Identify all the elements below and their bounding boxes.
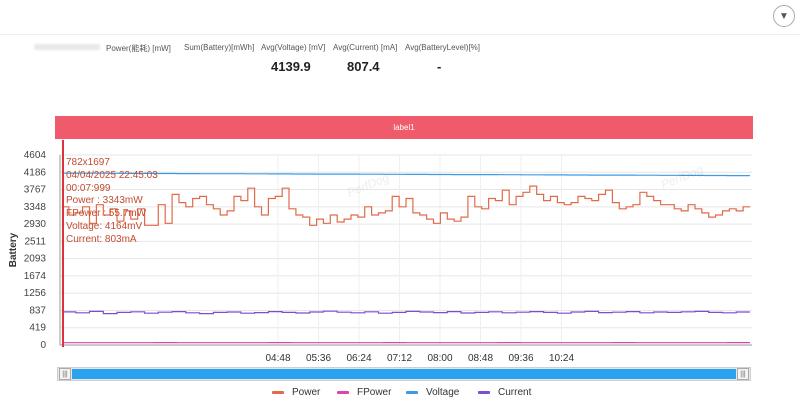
- y-tick-label: 2511: [24, 236, 46, 247]
- series-line-voltage: [62, 172, 750, 177]
- y-tick-label: 3348: [24, 202, 47, 213]
- y-tick-label: 2093: [24, 254, 47, 265]
- legend-swatch: [406, 391, 418, 394]
- chevron-down-icon[interactable]: ▼: [773, 5, 795, 27]
- y-tick-label: 4186: [24, 167, 47, 178]
- legend-swatch: [272, 391, 284, 394]
- x-tick-label: 08:00: [427, 353, 452, 364]
- y-tick-label: 419: [29, 323, 46, 334]
- y-tick-label: 3767: [24, 185, 47, 196]
- legend-label: Voltage: [426, 387, 460, 398]
- legend-swatch: [478, 391, 490, 394]
- legend-item-fpower[interactable]: FPower: [337, 387, 391, 398]
- top-bar: ▼: [0, 0, 800, 35]
- x-tick-label: 10:24: [549, 353, 574, 364]
- y-tick-label: 0: [40, 340, 46, 351]
- chart-legend: Power FPower Voltage Current: [0, 387, 800, 401]
- legend-item-power[interactable]: Power: [272, 387, 320, 398]
- blurred-header-stub: [34, 44, 100, 50]
- scrollbar-thumb[interactable]: [72, 369, 736, 379]
- stat-label-sum-battery: Sum(Battery)[mWh]: [184, 43, 255, 52]
- y-tick-label: 1256: [24, 288, 47, 299]
- stat-label-power: Power(能耗) [mW]: [106, 44, 171, 53]
- legend-item-voltage[interactable]: Voltage: [406, 387, 459, 398]
- legend-label: Power: [292, 387, 321, 398]
- data-tooltip: 782x1697 04/04/2025 22:45:03 00:07:999 P…: [66, 157, 158, 247]
- x-tick-label: 05:36: [306, 353, 331, 364]
- stat-value-avg-current: 807.4: [347, 59, 380, 74]
- y-axis-label: Battery: [8, 232, 19, 267]
- label-band-text: label1: [393, 123, 415, 132]
- legend-swatch: [337, 391, 349, 394]
- tooltip-line: FPower : 55.7mW: [66, 208, 147, 220]
- tooltip-line: Voltage: 4164mV: [66, 220, 143, 232]
- tooltip-line: 04/04/2025 22:45:03: [66, 169, 158, 181]
- stat-label-avg-battery-level: Avg(BatteryLevel)[%]: [405, 43, 480, 52]
- legend-label: FPower: [357, 387, 392, 398]
- x-tick-label: 09:36: [508, 353, 533, 364]
- tooltip-line: 00:07:999: [66, 182, 111, 194]
- x-tick-label: 06:24: [346, 353, 371, 364]
- stat-value-avg-battery-level: -: [437, 59, 442, 74]
- tooltip-line: 782x1697: [66, 157, 110, 168]
- label-band[interactable]: label1: [55, 116, 753, 139]
- series-line-power: [62, 185, 750, 226]
- scrollbar-right-handle[interactable]: |||: [737, 368, 749, 380]
- legend-label: Current: [498, 387, 532, 398]
- battery-chart[interactable]: 4604 4186 3767 3348 2930 2511 2093 1674 1256 837 4…: [0, 140, 800, 368]
- y-tick-label: 1674: [24, 271, 47, 282]
- y-tick-label: 2930: [24, 219, 47, 230]
- stat-value-avg-voltage: 4139.9: [271, 59, 311, 74]
- stat-label-avg-voltage: Avg(Voltage) [mV]: [261, 43, 326, 52]
- tooltip-line: Power : 3343mW: [66, 195, 143, 207]
- x-tick-label: 04:48: [265, 353, 290, 364]
- x-tick-label: 07:12: [387, 353, 412, 364]
- series-line-current: [62, 310, 750, 315]
- stat-label-avg-current: Avg(Current) [mA]: [333, 43, 398, 52]
- scrollbar-left-handle[interactable]: |||: [59, 368, 71, 380]
- timeline-scrollbar[interactable]: ||| |||: [57, 367, 751, 381]
- y-tick-label: 837: [29, 305, 46, 316]
- x-tick-label: 08:48: [468, 353, 493, 364]
- legend-item-current[interactable]: Current: [478, 387, 531, 398]
- tooltip-line: Current: 803mA: [66, 233, 137, 245]
- y-tick-label: 4604: [24, 150, 47, 161]
